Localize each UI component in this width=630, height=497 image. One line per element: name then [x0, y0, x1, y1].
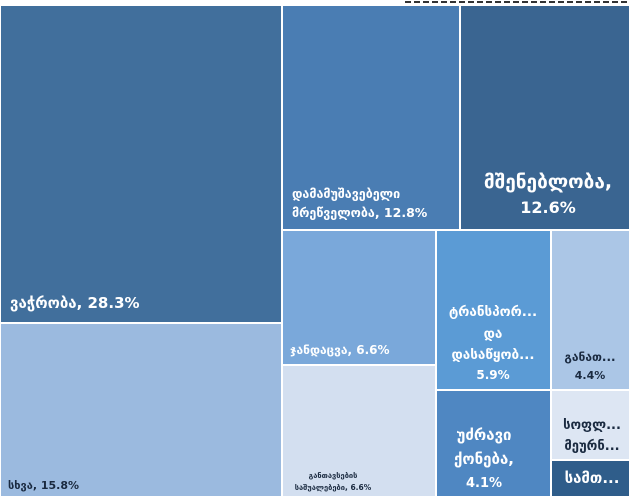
- separator: ,: [77, 294, 88, 312]
- label-line: სხვა: [8, 479, 33, 492]
- label-line: დასაწყობ...: [452, 347, 535, 363]
- value-label: 6.6%: [350, 483, 371, 492]
- tile-labels: სამთ...: [565, 469, 620, 487]
- value-label: 12.8%: [384, 205, 428, 220]
- separator: ,: [508, 450, 514, 468]
- tile-labels: ჯანდაცვა, 6.6%: [290, 343, 390, 357]
- tile-label: დამამუშავებელი მრეწველობა, 12.8%: [292, 186, 428, 220]
- tile-label: ვაჭრობა, 28.3%: [10, 294, 140, 312]
- value-label: 6.6%: [356, 343, 389, 357]
- label-line: ქონება: [454, 450, 508, 468]
- tile-labels: ვაჭრობა, 28.3%: [10, 294, 140, 312]
- treemap-tile: [550, 459, 630, 497]
- label-line: ჯანდაცვა: [290, 343, 348, 357]
- label-line: სოფლ...: [563, 418, 621, 433]
- value-label: 15.8%: [41, 479, 79, 492]
- separator: ,: [347, 343, 356, 357]
- value-label: 5.9%: [476, 368, 509, 382]
- tile-labels: სოფლ... მეურნ...: [563, 418, 621, 454]
- tile-label: სამთ...: [565, 469, 620, 487]
- label-line: და: [484, 326, 503, 342]
- separator: ,: [33, 479, 41, 492]
- tile-labels: ტრანსპორ... და დასაწყობ... 5.9%: [449, 304, 537, 382]
- label-line: უძრავი: [457, 426, 512, 444]
- tile-labels: მშენებლობა, 12.6%: [484, 171, 612, 217]
- value-label: 4.4%: [575, 369, 606, 382]
- separator: ,: [375, 205, 384, 220]
- label-line: განათ...: [564, 350, 615, 364]
- tile-label: განათ...: [564, 350, 615, 364]
- treemap-tile: [0, 322, 283, 497]
- tile-label: განთავსების საშუალებები, 6.6%: [295, 471, 372, 492]
- treemap-tile: [459, 4, 630, 231]
- tile-label: ჯანდაცვა, 6.6%: [290, 343, 390, 357]
- label-line: მრეწველობა: [292, 205, 375, 220]
- treemap-tile: [281, 364, 437, 497]
- treemap-tile: [550, 229, 630, 391]
- treemap-tile: [281, 4, 461, 231]
- value-label: 12.6%: [520, 198, 576, 217]
- tile-label: სოფლ... მეურნ...: [563, 418, 621, 454]
- label-line: დამამუშავებელი: [292, 186, 400, 201]
- label-line: ტრანსპორ...: [449, 304, 537, 320]
- separator: ,: [605, 171, 612, 193]
- label-line: განთავსების: [309, 471, 358, 480]
- value-label: 4.1%: [466, 476, 502, 491]
- tile-label: სხვა, 15.8%: [8, 479, 79, 492]
- label-line: ვაჭრობა: [10, 294, 77, 312]
- label-line: საშუალებები: [295, 483, 345, 492]
- value-label: 28.3%: [88, 294, 140, 312]
- tile-label: მშენებლობა,: [484, 171, 612, 193]
- treemap-tile: [435, 389, 552, 497]
- tile-label: უძრავი ქონება,: [454, 426, 514, 468]
- treemap-tile: [550, 389, 630, 461]
- label-line: მშენებლობა: [484, 171, 605, 193]
- treemap-tile: [0, 4, 283, 324]
- label-line: სამთ...: [565, 469, 620, 487]
- tile-labels: უძრავი ქონება, 4.1%: [454, 426, 514, 491]
- tile-label: ტრანსპორ... და დასაწყობ...: [449, 304, 537, 363]
- separator: ,: [345, 483, 350, 492]
- label-line: მეურნ...: [564, 439, 619, 454]
- tile-labels: განთავსების საშუალებები, 6.6%: [295, 471, 372, 492]
- tile-labels: განათ... 4.4%: [564, 350, 615, 382]
- tile-labels: დამამუშავებელი მრეწველობა, 12.8%: [292, 186, 428, 220]
- tile-labels: სხვა, 15.8%: [8, 479, 79, 492]
